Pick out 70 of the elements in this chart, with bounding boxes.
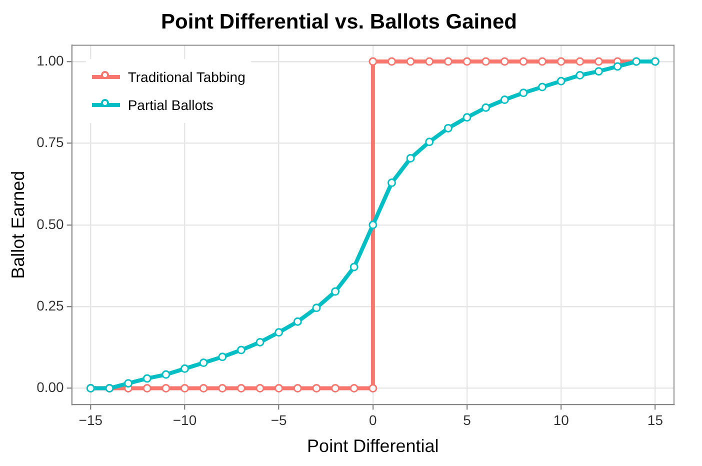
point bbox=[124, 379, 133, 388]
point bbox=[331, 384, 340, 393]
point bbox=[293, 384, 302, 393]
point bbox=[162, 384, 170, 393]
point bbox=[444, 124, 452, 132]
point bbox=[368, 220, 378, 230]
point bbox=[594, 57, 603, 66]
point bbox=[256, 384, 264, 393]
point bbox=[519, 88, 528, 98]
point bbox=[519, 57, 528, 66]
point bbox=[162, 370, 170, 379]
point bbox=[368, 384, 378, 393]
point bbox=[576, 57, 584, 66]
point bbox=[482, 57, 490, 66]
y-tick-label: 1.00 bbox=[36, 52, 64, 68]
point bbox=[180, 384, 189, 393]
y-axis-title: Ballot Earned bbox=[8, 170, 28, 279]
point bbox=[613, 62, 622, 71]
point bbox=[556, 76, 566, 86]
point bbox=[256, 338, 264, 346]
x-tick-label: 5 bbox=[463, 412, 472, 428]
point bbox=[387, 178, 396, 187]
point bbox=[218, 384, 227, 393]
point bbox=[331, 287, 340, 296]
point bbox=[387, 57, 396, 66]
point bbox=[368, 57, 378, 66]
point bbox=[199, 384, 208, 393]
point bbox=[142, 374, 152, 383]
x-tick-label: −10 bbox=[172, 412, 197, 428]
point bbox=[199, 358, 208, 368]
x-tick-label: 10 bbox=[553, 412, 570, 428]
point bbox=[142, 384, 152, 393]
y-tick-label: 0.75 bbox=[36, 134, 64, 150]
point bbox=[425, 57, 434, 66]
legend-label: Traditional Tabbing bbox=[128, 69, 246, 86]
x-tick-label: 15 bbox=[647, 412, 664, 428]
point bbox=[312, 304, 321, 312]
point bbox=[218, 352, 227, 362]
point bbox=[594, 67, 603, 76]
point bbox=[236, 346, 246, 354]
x-tick-label: −5 bbox=[270, 412, 288, 428]
y-tick-label: 0.50 bbox=[36, 216, 64, 232]
point bbox=[274, 384, 284, 393]
point bbox=[293, 317, 302, 326]
point bbox=[350, 384, 358, 393]
point bbox=[538, 82, 547, 92]
point bbox=[312, 384, 321, 393]
x-tick-label: −15 bbox=[78, 412, 103, 428]
point bbox=[236, 384, 246, 393]
point bbox=[274, 328, 284, 337]
chart-title: Point Differential vs. Ballots Gained bbox=[161, 10, 517, 34]
point bbox=[406, 154, 415, 162]
y-tick-label: 0.00 bbox=[36, 379, 64, 396]
x-tick-label: 0 bbox=[369, 412, 378, 428]
point bbox=[444, 57, 452, 66]
point bbox=[406, 57, 415, 66]
point bbox=[482, 103, 490, 112]
point bbox=[462, 57, 472, 66]
legend-label: Partial Ballots bbox=[128, 97, 214, 114]
point bbox=[350, 262, 358, 272]
point bbox=[500, 96, 509, 104]
x-axis-title: Point Differential bbox=[307, 436, 439, 456]
point bbox=[500, 57, 509, 66]
y-tick-label: 0.25 bbox=[36, 297, 64, 314]
point bbox=[425, 138, 434, 146]
point bbox=[576, 71, 584, 80]
point bbox=[180, 364, 189, 373]
point bbox=[556, 57, 566, 66]
point bbox=[462, 113, 472, 122]
point bbox=[538, 57, 547, 66]
